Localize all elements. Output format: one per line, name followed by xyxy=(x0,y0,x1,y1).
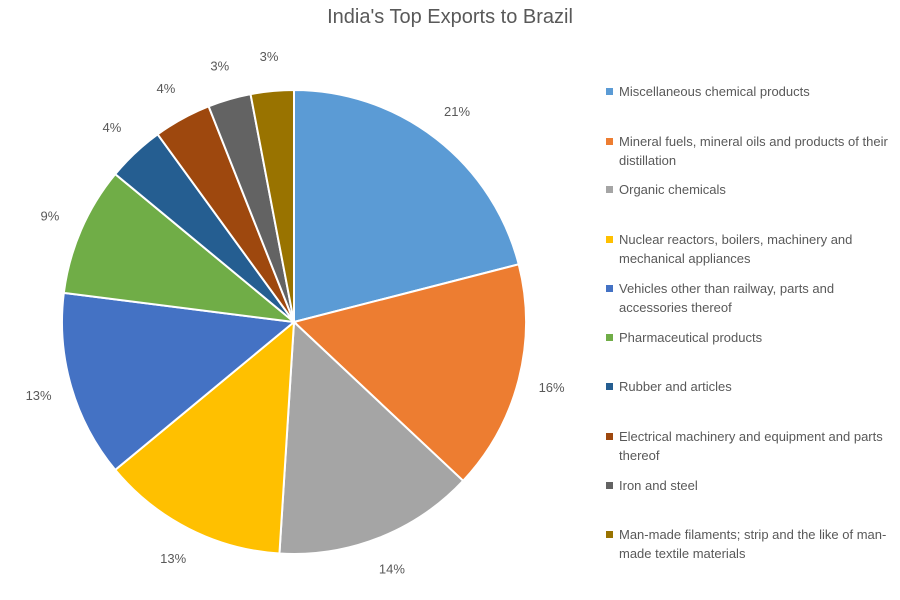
legend-swatch xyxy=(606,531,613,538)
legend-item: Organic chemicals xyxy=(606,180,898,199)
legend-item: Vehicles other than railway, parts and a… xyxy=(606,279,898,317)
legend-label: Mineral fuels, mineral oils and products… xyxy=(619,134,888,168)
legend-label: Miscellaneous chemical products xyxy=(619,84,810,99)
pie-slice xyxy=(249,88,295,323)
pie-slices xyxy=(61,88,527,555)
pie-data-label: 16% xyxy=(539,380,565,395)
legend-item: Miscellaneous chemical products xyxy=(606,82,898,101)
pie-data-label: 13% xyxy=(26,388,52,403)
legend-swatch xyxy=(606,88,613,95)
legend-label: Pharmaceutical products xyxy=(619,330,763,345)
legend-swatch xyxy=(606,383,613,390)
legend-swatch xyxy=(606,433,613,440)
legend-item: Electrical machinery and equipment and p… xyxy=(606,427,898,465)
pie-slice xyxy=(293,88,520,324)
pie-slice xyxy=(278,319,465,555)
pie-data-label: 13% xyxy=(160,551,186,566)
legend-item: Rubber and articles xyxy=(606,377,898,396)
chart-title: India's Top Exports to Brazil xyxy=(327,6,573,28)
legend-item: Mineral fuels, mineral oils and products… xyxy=(606,132,898,170)
pie-slice xyxy=(291,263,527,483)
legend-swatch xyxy=(606,236,613,243)
pie-data-label: 14% xyxy=(379,561,405,576)
legend-swatch xyxy=(606,138,613,145)
legend-label: Iron and steel xyxy=(619,478,698,493)
pie-data-label: 21% xyxy=(444,104,470,119)
legend-label: Electrical machinery and equipment and p… xyxy=(619,429,883,463)
legend-label: Man-made filaments; strip and the like o… xyxy=(619,527,887,561)
legend-label: Organic chemicals xyxy=(619,182,726,197)
pie-data-label: 3% xyxy=(260,49,279,64)
pie-slice xyxy=(62,172,298,324)
legend-item: Man-made filaments; strip and the like o… xyxy=(606,525,898,563)
pie-data-labels: 21% 16% 14% 13% 13% 9% 4% 4% 3% 3% xyxy=(26,49,565,576)
legend-label: Rubber and articles xyxy=(619,379,732,394)
legend-swatch xyxy=(606,482,613,489)
legend-swatch xyxy=(606,285,613,292)
legend-swatch xyxy=(606,334,613,341)
legend-label: Nuclear reactors, boilers, machinery and… xyxy=(619,232,853,266)
legend-swatch xyxy=(606,186,613,193)
pie-data-label: 4% xyxy=(157,81,176,96)
legend-item: Nuclear reactors, boilers, machinery and… xyxy=(606,230,898,268)
pie-data-label: 9% xyxy=(41,208,60,223)
legend-item: Pharmaceutical products xyxy=(606,328,898,347)
pie-data-label: 3% xyxy=(210,59,229,74)
legend-item: Iron and steel xyxy=(606,476,898,495)
pie-slice xyxy=(113,319,296,555)
legend-label: Vehicles other than railway, parts and a… xyxy=(619,281,835,315)
pie-slice xyxy=(61,291,297,472)
pie-data-label: 4% xyxy=(103,120,122,135)
